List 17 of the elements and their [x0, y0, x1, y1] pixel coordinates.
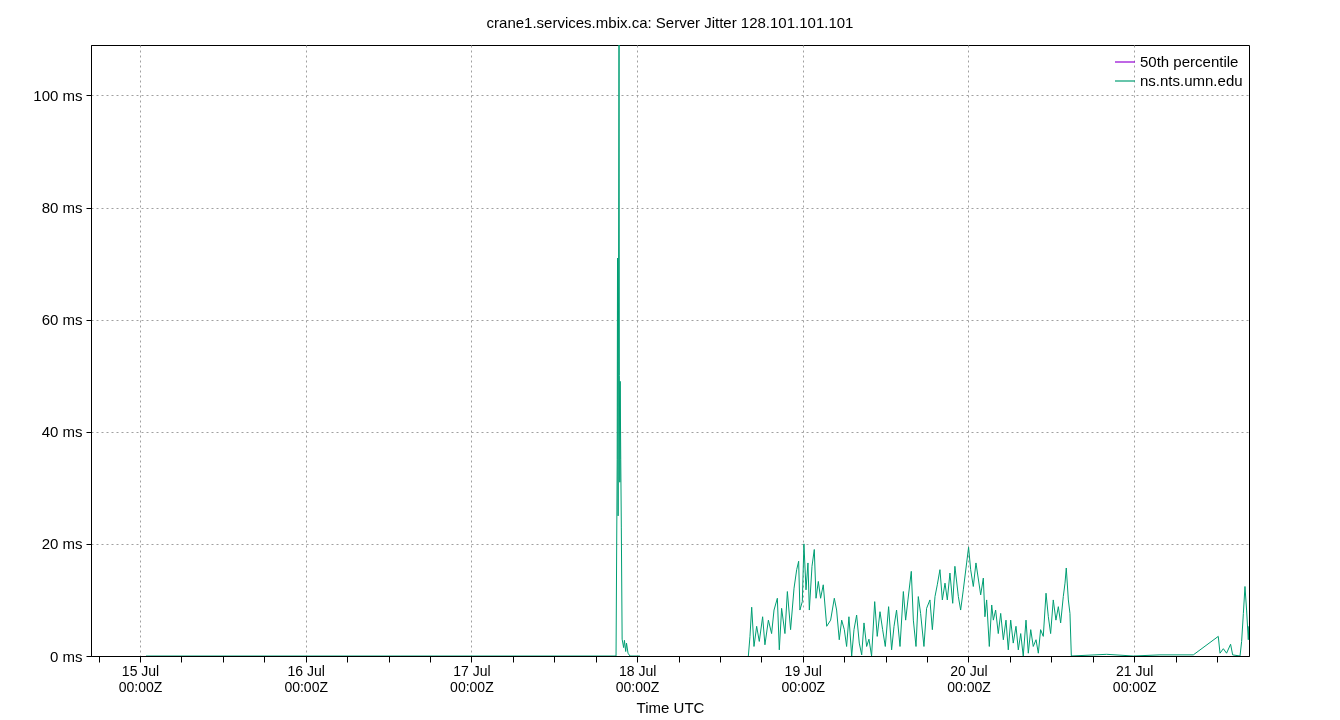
x-tick-label: 20 Jul 00:00Z [947, 662, 992, 695]
chart-title: crane1.services.mbix.ca: Server Jitter 128.101.101.101 [486, 14, 854, 31]
x-tick-label: 17 Jul 00:00Z [450, 662, 495, 695]
legend-label: ns.nts.umn.edu [1140, 72, 1243, 89]
legend-label: 50th percentile [1140, 53, 1239, 70]
y-tick-label: 0 ms [49, 647, 83, 665]
x-tick-label: 18 Jul 00:00Z [615, 662, 660, 695]
y-tick-label: 20 ms [41, 535, 83, 553]
x-axis-title: Time UTC [636, 698, 705, 716]
x-tick-label: 16 Jul 00:00Z [284, 662, 329, 695]
y-tick-label: 80 ms [41, 199, 83, 217]
y-tick-label: 100 ms [33, 86, 83, 104]
y-tick-label: 40 ms [41, 423, 83, 441]
x-tick-label: 19 Jul 00:00Z [781, 662, 826, 695]
x-tick-label: 21 Jul 00:00Z [1112, 662, 1157, 695]
y-tick-label: 60 ms [41, 311, 83, 329]
x-tick-label: 15 Jul 00:00Z [118, 662, 163, 695]
